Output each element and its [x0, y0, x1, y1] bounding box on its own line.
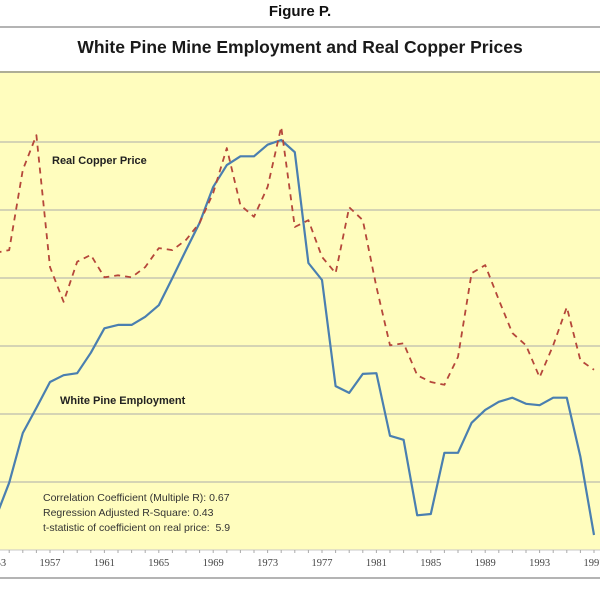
stat-correlation: Correlation Coefficient (Multiple R): 0.…	[43, 492, 230, 504]
chart-title: White Pine Mine Employment and Real Copp…	[77, 37, 523, 57]
x-tick-label: 1985	[420, 558, 441, 569]
x-tick-label: 1969	[203, 558, 224, 569]
figure-label: Figure P.	[268, 3, 332, 20]
x-tick-label: 1977	[312, 558, 333, 569]
x-tick-label: 1989	[475, 558, 496, 569]
series-label-employment: White Pine Employment	[60, 395, 186, 407]
series-label-copper: Real Copper Price	[52, 155, 147, 167]
x-tick-label: 1953	[0, 558, 6, 569]
x-tick-label: 1997	[584, 558, 600, 569]
x-tick-label: 1981	[366, 558, 387, 569]
employment-line	[0, 138, 596, 536]
x-tick-label: 1957	[40, 558, 61, 569]
x-tick-label: 1965	[148, 558, 169, 569]
stat-rsquare: Regression Adjusted R-Square: 0.43	[43, 507, 214, 519]
copper-price-line	[0, 126, 595, 386]
x-tick-label: 1961	[94, 558, 115, 569]
divider	[0, 26, 600, 28]
stat-tstat: t-statistic of coefficient on real price…	[43, 522, 230, 534]
x-tick-label: 1973	[257, 558, 278, 569]
plot-area	[0, 72, 600, 550]
x-tick-label: 1993	[529, 558, 550, 569]
